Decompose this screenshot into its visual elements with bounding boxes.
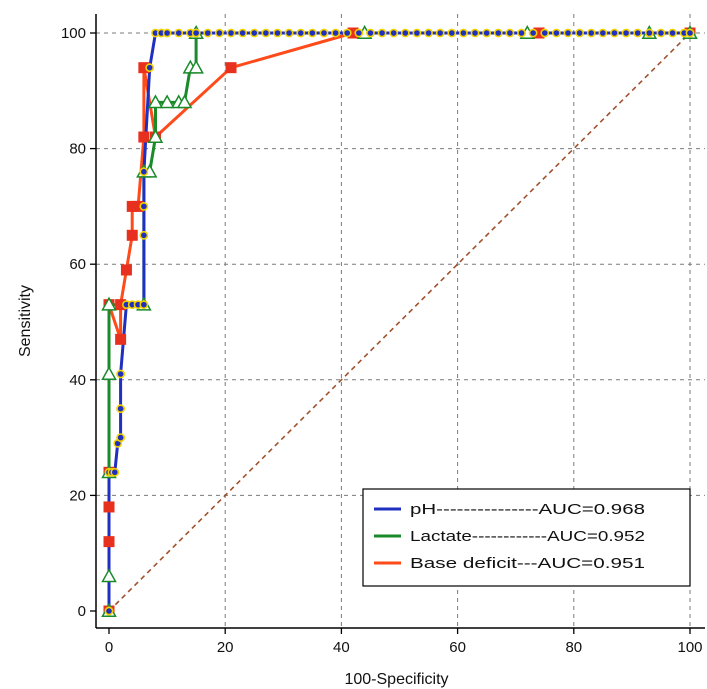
y-tick-label: 100 — [61, 25, 86, 42]
ph-point — [116, 433, 126, 442]
base-deficit-point — [120, 264, 132, 276]
ph-point — [139, 201, 149, 211]
ph-point — [528, 28, 538, 38]
y-tick-label: 40 — [69, 372, 86, 389]
ph-point — [162, 28, 172, 38]
base-deficit-point — [225, 62, 237, 74]
ph-point — [685, 28, 695, 38]
ph-point — [139, 167, 149, 177]
legend-box — [362, 488, 691, 587]
ph-point — [586, 28, 596, 38]
ph-point — [203, 28, 213, 38]
ph-point — [238, 28, 248, 38]
axes — [95, 14, 705, 629]
ph-point — [621, 28, 631, 38]
lactate-point — [147, 94, 164, 109]
ph-point — [139, 230, 149, 240]
ph-point — [331, 28, 340, 38]
ph-point — [273, 28, 282, 38]
ph-point — [575, 28, 585, 38]
ph-point — [104, 606, 114, 616]
ph-point — [226, 28, 236, 38]
ph-point — [459, 28, 468, 38]
lactate-point — [101, 296, 117, 311]
x-tick-label: 20 — [217, 639, 234, 656]
ph-point — [644, 28, 654, 38]
tick-layer: 0 20 40 60 80 100 0 20 40 60 80 100 — [61, 25, 703, 656]
ph-point — [610, 28, 619, 38]
lactate-point — [147, 128, 164, 143]
reference-diagonal-line — [108, 32, 691, 612]
ph-point — [633, 28, 643, 38]
ph-point — [447, 28, 457, 38]
x-tick-label: 100 — [677, 639, 702, 656]
lactate-point — [101, 568, 117, 583]
ph-point — [412, 28, 422, 38]
legend-label-lactate: Lactate------------AUC=0.952 — [410, 528, 645, 545]
ph-point — [377, 28, 387, 38]
x-axis-title: 100-Specificity — [344, 671, 448, 688]
ph-point — [540, 28, 550, 38]
ph-point — [284, 28, 294, 38]
base-deficit-point — [126, 229, 138, 241]
ph-point — [174, 28, 184, 38]
ph-point — [110, 467, 120, 477]
base-deficit-point — [138, 131, 150, 143]
x-tick-label: 60 — [449, 639, 466, 656]
y-axis-title: Sensitivity — [17, 285, 34, 357]
ph-point — [470, 28, 480, 38]
ph-point — [214, 28, 224, 38]
ph-point — [139, 300, 149, 310]
ph-point — [656, 28, 666, 38]
ph-point — [668, 28, 677, 38]
x-tick-label: 0 — [105, 639, 113, 656]
ph-point — [319, 28, 329, 38]
y-tick-label: 20 — [69, 487, 86, 504]
ph-point — [598, 28, 608, 38]
ph-point — [517, 28, 526, 38]
ph-point — [116, 404, 126, 414]
ph-point — [191, 28, 201, 38]
legend-label-ph: pH---------------AUC=0.968 — [410, 501, 645, 518]
ph-point — [296, 28, 306, 38]
ph-point — [145, 63, 155, 73]
base-deficit-point — [115, 333, 127, 345]
ph-point — [307, 28, 317, 38]
lactate-point — [159, 94, 175, 109]
series-layer — [101, 24, 698, 617]
ph-point — [389, 28, 399, 38]
ph-point — [261, 28, 271, 38]
lactate-point — [101, 365, 117, 380]
base-deficit-point — [103, 501, 115, 513]
legend: pH---------------AUC=0.968 Lactate-------… — [362, 488, 691, 587]
y-tick-label: 0 — [78, 603, 86, 620]
y-tick-label: 80 — [69, 141, 86, 158]
ph-point — [551, 28, 561, 38]
ph-point — [424, 28, 433, 38]
ph-point — [400, 28, 410, 38]
lactate-point — [188, 59, 204, 74]
ph-point — [482, 28, 492, 38]
ph-point — [435, 28, 445, 38]
x-tick-label: 80 — [565, 639, 582, 656]
y-tick-label: 60 — [69, 256, 86, 273]
ph-point — [505, 28, 515, 38]
ph-point — [249, 28, 259, 38]
ph-point — [493, 28, 503, 38]
ph-point — [116, 369, 126, 379]
lactate-point — [176, 94, 193, 109]
ph-point — [563, 28, 573, 38]
ph-point — [366, 28, 375, 38]
ph-point — [342, 28, 352, 38]
x-tick-label: 40 — [333, 639, 350, 656]
base-deficit-point — [103, 536, 115, 548]
legend-label-base-deficit: Base deficit---AUC=0.951 — [410, 555, 645, 572]
ph-point — [354, 28, 364, 38]
